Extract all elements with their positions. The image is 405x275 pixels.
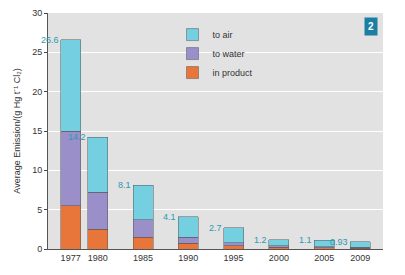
- svg-text:0: 0: [37, 244, 42, 254]
- svg-text:20: 20: [32, 87, 42, 97]
- svg-text:14.2: 14.2: [68, 132, 86, 142]
- svg-text:26.6: 26.6: [41, 35, 59, 45]
- svg-text:1985: 1985: [133, 253, 153, 263]
- svg-text:15: 15: [32, 126, 42, 136]
- svg-text:1980: 1980: [88, 253, 108, 263]
- svg-text:Average Emission/(g Hg t⁻¹ Cl₂: Average Emission/(g Hg t⁻¹ Cl₂): [12, 68, 22, 193]
- svg-text:25: 25: [32, 47, 42, 57]
- svg-text:to water: to water: [213, 49, 245, 59]
- svg-text:in product: in product: [213, 68, 253, 78]
- svg-text:30: 30: [32, 8, 42, 18]
- svg-text:to air: to air: [213, 30, 233, 40]
- svg-text:2: 2: [368, 21, 374, 32]
- svg-text:2.7: 2.7: [209, 223, 222, 233]
- svg-text:1995: 1995: [224, 253, 244, 263]
- svg-text:8.1: 8.1: [118, 180, 131, 190]
- svg-text:1977: 1977: [61, 253, 81, 263]
- svg-text:2000: 2000: [269, 253, 289, 263]
- svg-text:1990: 1990: [178, 253, 198, 263]
- svg-text:2005: 2005: [314, 253, 334, 263]
- svg-text:1.2: 1.2: [254, 235, 267, 245]
- svg-text:5: 5: [37, 205, 42, 215]
- svg-text:4.1: 4.1: [163, 212, 176, 222]
- svg-text:0.93: 0.93: [330, 237, 348, 247]
- svg-text:10: 10: [32, 165, 42, 175]
- svg-text:2009: 2009: [350, 253, 370, 263]
- svg-text:1.1: 1.1: [299, 235, 312, 245]
